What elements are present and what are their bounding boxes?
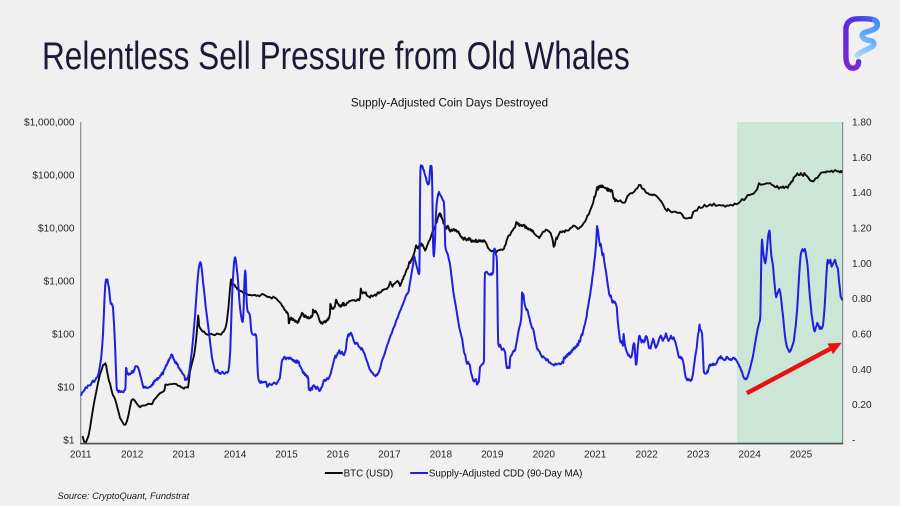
svg-text:2021: 2021 bbox=[584, 450, 607, 461]
svg-text:$1: $1 bbox=[63, 436, 75, 447]
svg-text:2025: 2025 bbox=[790, 450, 813, 461]
svg-text:Source: CryptoQuant, Fundstrat: Source: CryptoQuant, Fundstrat bbox=[58, 491, 190, 501]
svg-text:$10,000: $10,000 bbox=[38, 224, 75, 235]
svg-text:2017: 2017 bbox=[378, 450, 401, 461]
svg-text:1.60: 1.60 bbox=[852, 153, 872, 164]
svg-text:0.60: 0.60 bbox=[852, 330, 872, 341]
svg-text:2023: 2023 bbox=[687, 450, 710, 461]
svg-text:0.40: 0.40 bbox=[852, 365, 872, 376]
svg-text:2011: 2011 bbox=[70, 450, 92, 461]
svg-text:1.00: 1.00 bbox=[852, 259, 872, 270]
svg-text:$1,000: $1,000 bbox=[44, 277, 75, 288]
svg-text:Supply-Adjusted Coin Days Dest: Supply-Adjusted Coin Days Destroyed bbox=[351, 97, 548, 110]
svg-text:1.40: 1.40 bbox=[852, 188, 872, 199]
svg-text:1.80: 1.80 bbox=[852, 118, 872, 129]
svg-text:$1,000,000: $1,000,000 bbox=[24, 118, 75, 129]
svg-text:2012: 2012 bbox=[121, 450, 144, 461]
svg-text:$100: $100 bbox=[52, 330, 75, 341]
svg-text:2024: 2024 bbox=[738, 450, 761, 461]
svg-text:1.20: 1.20 bbox=[852, 224, 872, 235]
svg-text:2014: 2014 bbox=[224, 450, 247, 461]
svg-text:2022: 2022 bbox=[635, 450, 658, 461]
svg-text:2018: 2018 bbox=[430, 450, 453, 461]
svg-text:2013: 2013 bbox=[172, 450, 195, 461]
svg-text:2020: 2020 bbox=[533, 450, 556, 461]
svg-text:0.80: 0.80 bbox=[852, 294, 872, 305]
svg-text:$100,000: $100,000 bbox=[32, 171, 74, 182]
svg-text:$10: $10 bbox=[58, 383, 75, 394]
svg-text:2015: 2015 bbox=[275, 450, 298, 461]
svg-text:-: - bbox=[852, 436, 855, 447]
svg-text:BTC (USD): BTC (USD) bbox=[344, 469, 394, 480]
svg-text:Supply-Adjusted CDD (90-Day MA: Supply-Adjusted CDD (90-Day MA) bbox=[429, 469, 583, 480]
svg-text:2016: 2016 bbox=[327, 450, 350, 461]
svg-text:2019: 2019 bbox=[481, 450, 504, 461]
svg-text:0.20: 0.20 bbox=[852, 400, 872, 411]
